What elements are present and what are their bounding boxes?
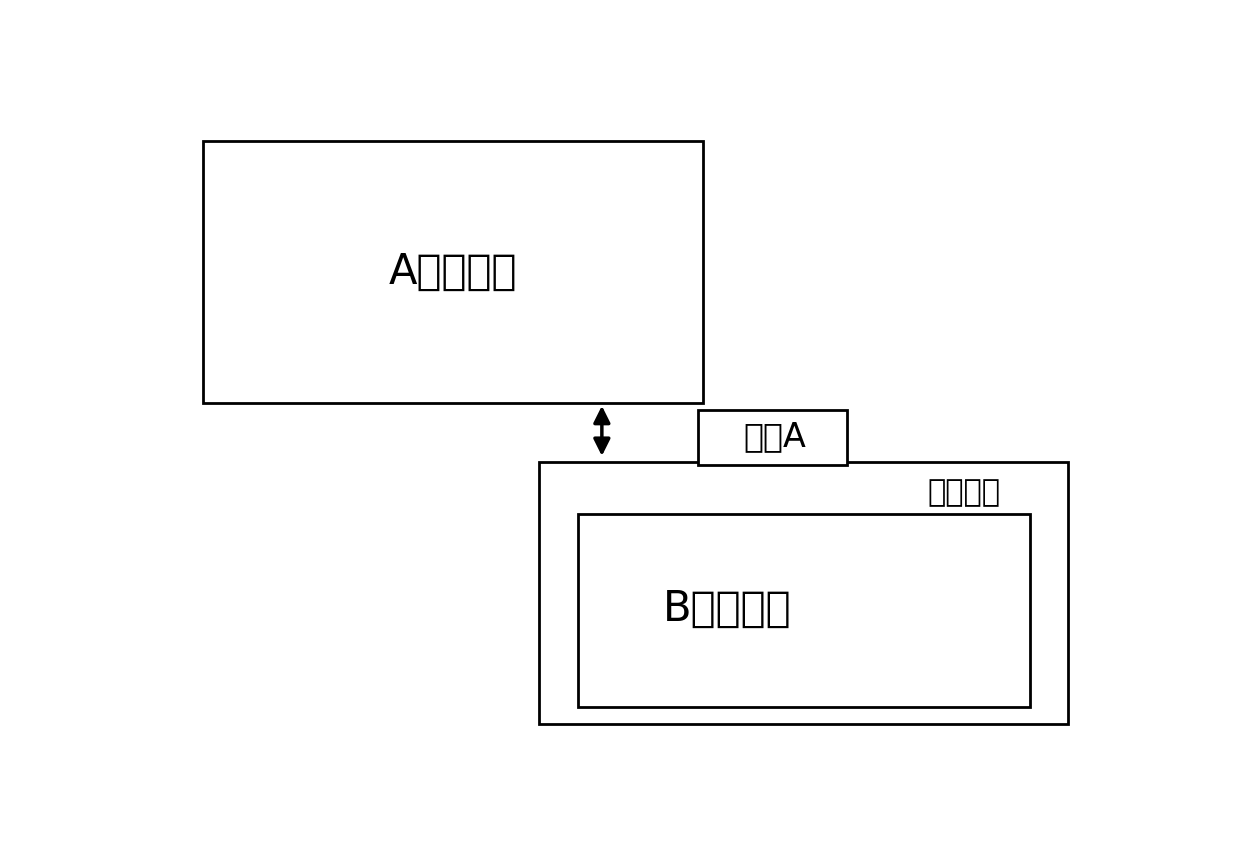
Bar (578, 514, 1029, 707)
Text: A厂家产品: A厂家产品 (388, 251, 517, 293)
Bar (203, 141, 703, 403)
Text: 中间模块: 中间模块 (928, 479, 1001, 507)
Text: 接口A: 接口A (744, 421, 806, 454)
Bar (698, 410, 847, 465)
Bar (539, 462, 1068, 724)
Text: B厂家产品: B厂家产品 (662, 588, 791, 630)
